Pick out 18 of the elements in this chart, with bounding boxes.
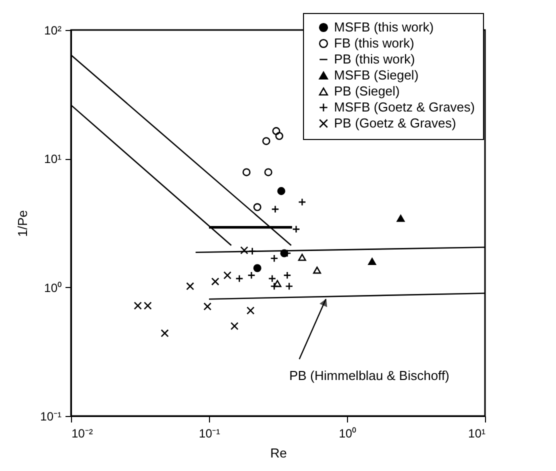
x-tick-label: 10⁻² — [72, 426, 93, 440]
legend-label: PB (Siegel) — [334, 84, 400, 98]
x-axis-title: Re — [270, 446, 287, 460]
y-tick-label: 10² — [44, 24, 62, 38]
x-tick-label: 10⁰ — [338, 426, 356, 440]
x-tick-label: 10⁻¹ — [198, 426, 220, 440]
x-tick-label: 10¹ — [468, 426, 486, 440]
legend-label: PB (this work) — [334, 52, 415, 66]
annotation: PB (Himmelblau & Bischoff) — [289, 368, 450, 384]
legend-label: PB (Goetz & Graves) — [334, 116, 456, 130]
y-tick-label: 10⁰ — [44, 280, 62, 295]
y-tick-label: 10⁻¹ — [40, 410, 62, 424]
legend-label: MSFB (Siegel) — [334, 68, 419, 82]
y-axis-title: 1/Pe — [15, 210, 30, 237]
legend-label: MSFB (Goetz & Graves) — [334, 100, 475, 114]
legend-label: FB (this work) — [334, 36, 414, 50]
legend-label: MSFB (this work) — [334, 20, 434, 34]
y-tick-label: 10¹ — [44, 152, 62, 166]
